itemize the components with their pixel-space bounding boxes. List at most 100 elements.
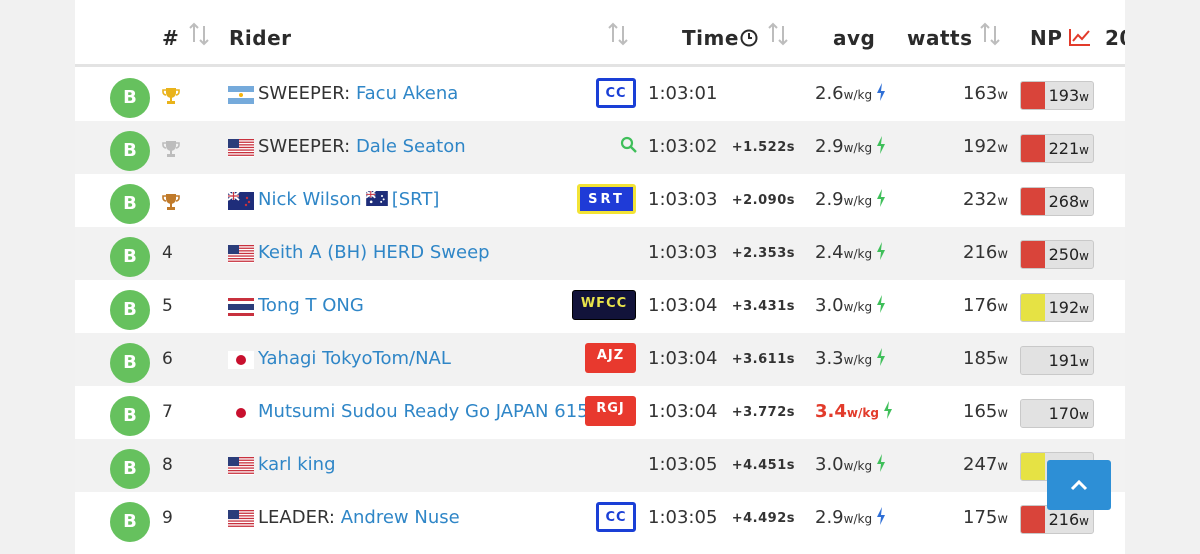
avg-unit: w/kg [843,300,873,314]
rider-name: Keith A (BH) HERD Sweep [258,242,588,263]
watts-value: 192 [963,136,998,157]
avg-wkg: 2.9w/kg [815,189,886,210]
avg-watts: 216w [963,242,1008,263]
avg-wkg: 3.3w/kg [815,348,886,369]
finish-time: 1:03:03 [648,189,718,210]
bolt-green-icon [877,348,886,366]
time-column-header[interactable]: Time [682,26,739,50]
rider-role-label: LEADER: [258,507,341,528]
team-tag-link[interactable]: [SRT] [391,189,440,210]
position-label: 8 [162,455,173,475]
watts-column-header[interactable]: watts [907,26,973,50]
bolt-green-icon [877,454,886,472]
table-row[interactable]: B 9 LEADER: Andrew Nuse CC 1:03:05 +4.492s 2.9… [75,492,1125,545]
category-badge: B [110,449,150,489]
time-gap: +2.353s [731,246,795,261]
finish-time: 1:03:02 [648,136,718,157]
sort-icon[interactable] [980,22,1000,46]
rank-column-header[interactable]: # [162,26,180,50]
time-gap: +3.772s [731,405,795,420]
next-column-header[interactable]: 20 [1105,26,1125,50]
table-row[interactable]: B 4 Keith A (BH) HERD Sweep 1:03:03 +2.353s 2… [75,227,1125,280]
position-label: 9 [162,508,173,528]
avg-wkg: 3.0w/kg [815,295,886,316]
country-flag-icon [228,245,254,263]
np-badge: 221w [1020,134,1094,163]
avg-unit: w/kg [843,141,873,155]
watts-value: 232 [963,189,998,210]
scroll-to-top-button[interactable] [1047,460,1111,510]
watts-value: 165 [963,401,998,422]
team-badge[interactable]: SRT [577,184,636,214]
sort-icon[interactable] [608,22,628,46]
team-badge[interactable]: RGJ [585,396,636,426]
category-badge: B [110,502,150,542]
rider-name: LEADER: Andrew Nuse [258,507,588,528]
country-flag-icon [228,298,254,316]
sort-icon[interactable] [768,22,788,46]
rider-link[interactable]: Andrew Nuse [340,507,460,528]
rider-link[interactable]: Tong T ONG [258,295,364,316]
rider-link[interactable]: Mutsumi Sudou Ready Go JAPAN 615 [258,401,588,422]
table-row[interactable]: B 8 karl king 1:03:05 +4.451s 3.0w/kg 247w [75,439,1125,492]
page-gutter [0,0,75,554]
np-value: 192 [1048,298,1080,317]
bolt-green-icon [877,242,886,260]
watts-value: 163 [963,83,998,104]
time-gap: +4.492s [731,511,795,526]
np-unit: w [1079,90,1089,104]
rider-name: karl king [258,454,588,475]
trophy-bronze-icon [162,194,180,210]
rider-name: Tong T ONG [258,295,588,316]
rider-link[interactable]: Dale Seaton [355,136,466,157]
avg-value: 3.0 [815,295,844,316]
team-badge[interactable]: WFCC [572,290,636,320]
country-flag-icon [228,86,254,104]
np-badge: 250w [1020,240,1094,269]
rider-link[interactable]: Keith A (BH) HERD Sweep [258,242,490,263]
np-column-header[interactable]: NP [1030,26,1063,50]
np-indicator [1021,400,1045,427]
table-row[interactable]: B Nick Wilson [SRT] SRT 1:03:03 +2.090s 2.9w/k… [75,174,1125,227]
rider-role-label: SWEEPER: [258,136,356,157]
sort-icon[interactable] [189,22,209,46]
rider-name: SWEEPER: Dale Seaton [258,136,588,157]
np-badge: 191w [1020,346,1094,375]
country-flag-icon [228,139,254,157]
bolt-green-icon [877,189,886,207]
avg-unit: w/kg [843,512,873,526]
avg-unit: w/kg [843,88,873,102]
time-gap: +4.451s [731,458,795,473]
position-label: 6 [162,349,173,369]
avg-watts: 165w [963,401,1008,422]
np-unit: w [1079,408,1089,422]
team-badge[interactable]: CC [596,78,636,108]
np-badge: 193w [1020,81,1094,110]
bolt-green-icon [877,295,886,313]
team-badge[interactable]: CC [596,502,636,532]
table-row[interactable]: B SWEEPER: Facu Akena CC 1:03:01 2.6w/kg 163w… [75,68,1125,121]
rider-link[interactable]: Facu Akena [355,83,459,104]
avg-column-header[interactable]: avg [833,26,876,50]
rider-column-header[interactable]: Rider [229,26,292,50]
table-row[interactable]: B 7 Mutsumi Sudou Ready Go JAPAN 615 RGJ 1:0… [75,386,1125,439]
np-unit: w [1079,355,1089,369]
rider-link[interactable]: karl king [258,454,336,475]
search-icon[interactable] [620,136,638,154]
np-unit: w [1079,196,1089,210]
finish-time: 1:03:04 [648,348,718,369]
np-indicator [1021,82,1045,109]
rider-link[interactable]: Yahagi TokyoTom/NAL [258,348,451,369]
avg-wkg: 3.0w/kg [815,454,886,475]
table-row[interactable]: B 5 Tong T ONG WFCC 1:03:04 +3.431s 3.0w/kg 176… [75,280,1125,333]
table-row[interactable]: B 6 Yahagi TokyoTom/NAL AJZ 1:03:04 +3.611s 3.… [75,333,1125,386]
rider-link[interactable]: Nick Wilson [258,189,362,210]
bolt-blue-icon [877,83,886,101]
watts-unit: w [997,353,1008,368]
rider-name: Yahagi TokyoTom/NAL [258,348,588,369]
table-row[interactable]: B SWEEPER: Dale Seaton 1:03:02 +1.522s 2.9w/… [75,121,1125,174]
avg-wkg: 2.6w/kg [815,83,886,104]
avg-unit: w/kg [846,406,879,420]
team-badge[interactable]: AJZ [585,343,636,373]
category-badge: B [110,78,150,118]
